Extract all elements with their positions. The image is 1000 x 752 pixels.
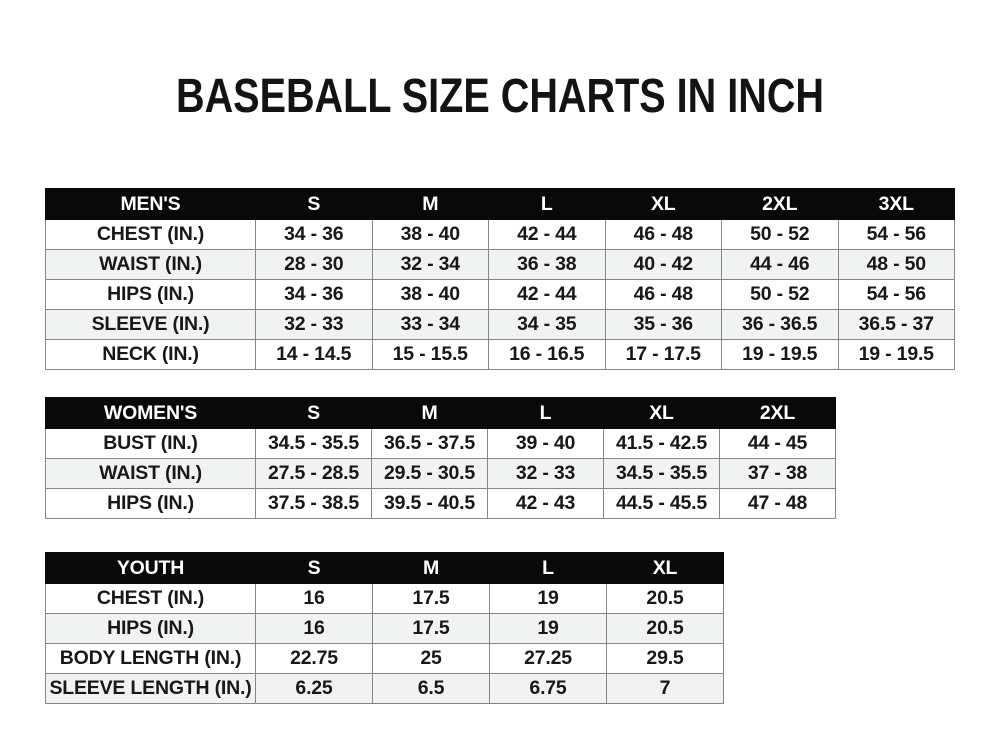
svg-text:BASEBALL SIZE CHARTS IN INCH: BASEBALL SIZE CHARTS IN INCH (176, 70, 824, 123)
